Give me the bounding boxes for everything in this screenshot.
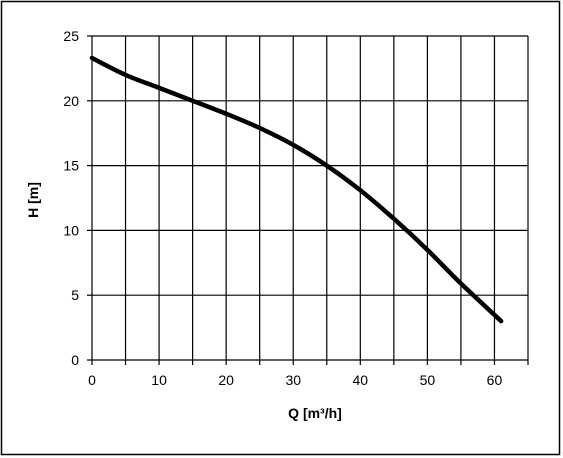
grid-layer bbox=[87, 35, 529, 365]
x-tick-label: 30 bbox=[285, 372, 301, 388]
x-tick-label: 20 bbox=[218, 372, 234, 388]
x-tick-label: 50 bbox=[420, 372, 436, 388]
x-tick-label: 10 bbox=[151, 372, 167, 388]
y-tick-label: 5 bbox=[71, 287, 79, 303]
series-layer bbox=[89, 55, 504, 324]
y-tick-label: 10 bbox=[63, 222, 79, 238]
y-tick-label: 25 bbox=[63, 28, 79, 44]
performance-curve-line bbox=[89, 55, 504, 324]
x-tick-label: 0 bbox=[88, 372, 96, 388]
x-tick-label: 40 bbox=[353, 372, 369, 388]
tick-layer: 0 10 20 30 40 50 60 0 5 10 15 20 25 bbox=[63, 28, 502, 388]
y-tick-label: 20 bbox=[63, 93, 79, 109]
y-tick-label: 0 bbox=[71, 352, 79, 368]
x-axis-title: Q [m³/h] bbox=[288, 405, 342, 421]
y-axis-title: H [m] bbox=[25, 182, 41, 218]
x-tick-label: 60 bbox=[487, 372, 503, 388]
y-tick-label: 15 bbox=[63, 158, 79, 174]
